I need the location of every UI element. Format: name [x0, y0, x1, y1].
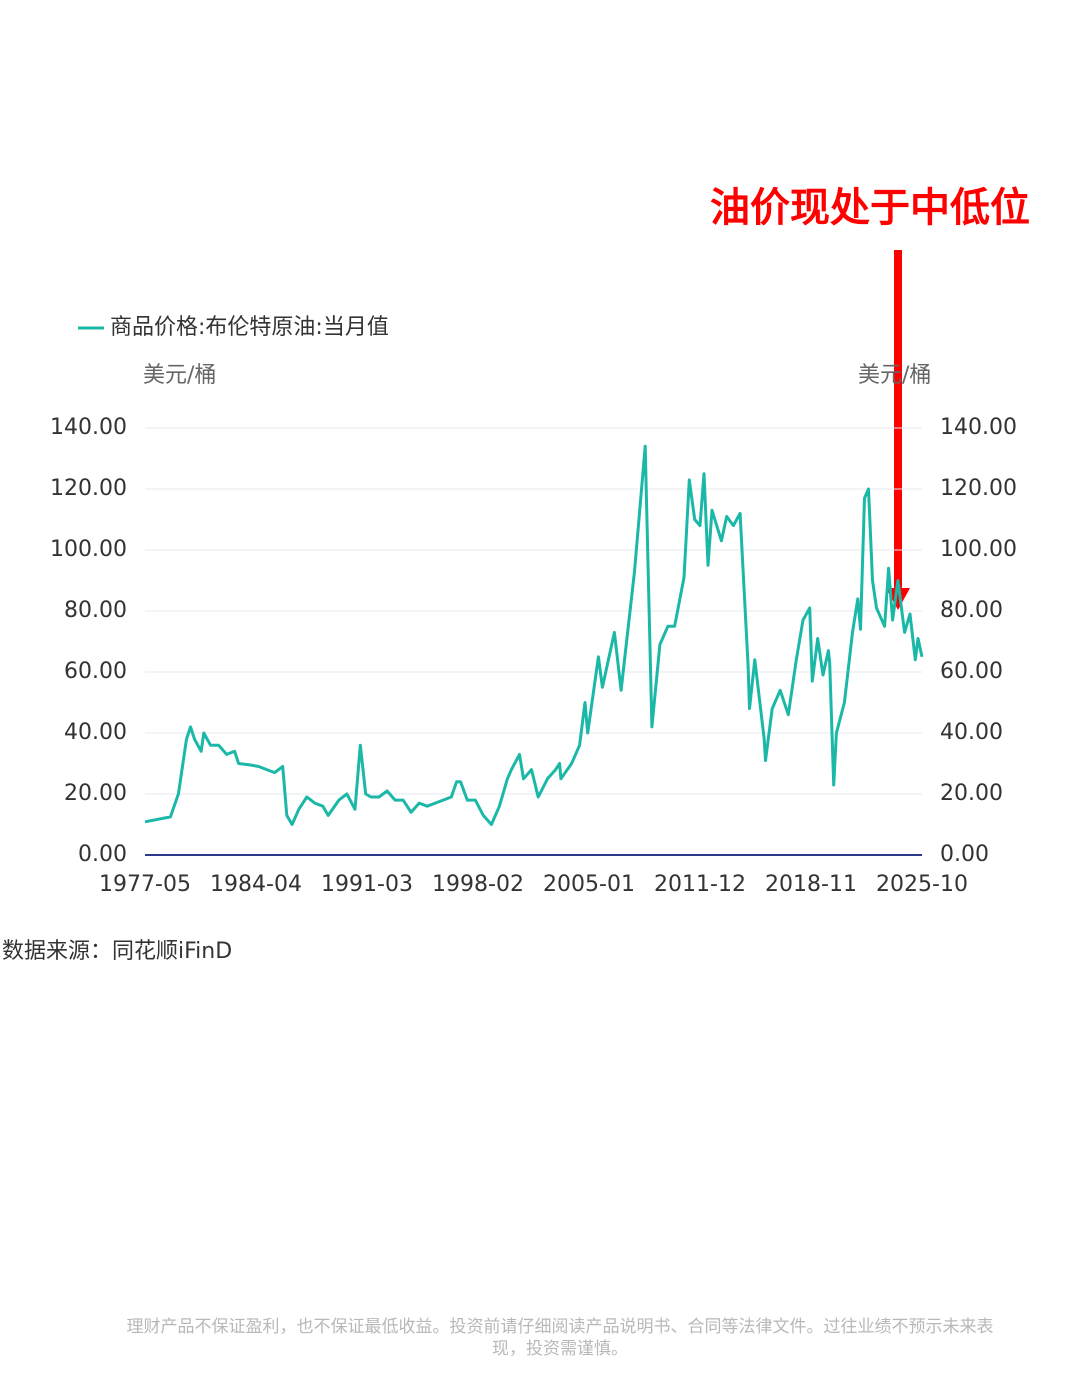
y-tick-label: 20.00 — [64, 781, 127, 806]
disclaimer: 理财产品不保证盈利，也不保证最低收益。投资前请仔细阅读产品说明书、合同等法律文件… — [126, 1317, 994, 1359]
y-tick-label: 80.00 — [64, 598, 127, 623]
y-tick-label: 120.00 — [50, 476, 127, 501]
x-tick-label: 2005-01 — [543, 872, 635, 897]
y-axis-label: 美元/桶 — [143, 363, 216, 388]
y2-axis-label: 美元/桶 — [858, 363, 931, 388]
y-tick-label: 60.00 — [64, 659, 127, 684]
source: 数据来源：同花顺iFinD — [2, 939, 232, 964]
y-tick-label: 140.00 — [50, 415, 127, 440]
x-tick-label: 1977-05 — [99, 872, 191, 897]
legend-label: 商品价格:布伦特原油:当月值 — [110, 315, 389, 340]
x-tick-label: 2025-10 — [876, 872, 968, 897]
y-tick-label: 100.00 — [50, 537, 127, 562]
line-series — [144, 444, 924, 826]
annotation: 油价现处于中低位 — [710, 185, 1030, 231]
y-tick-label: 40.00 — [64, 720, 127, 745]
x-tick-label: 1991-03 — [321, 872, 413, 897]
y2-tick-label: 80.00 — [940, 598, 1003, 623]
x-tick-label: 1998-02 — [432, 872, 524, 897]
y2-tick-label: 60.00 — [940, 659, 1003, 684]
y2-tick-label: 40.00 — [940, 720, 1003, 745]
y2-tick-label: 20.00 — [940, 781, 1003, 806]
y2-tick-label: 140.00 — [940, 415, 1017, 440]
y2-tick-label: 120.00 — [940, 476, 1017, 501]
x-tick-label: 2018-11 — [765, 872, 857, 897]
y2-tick-label: 0.00 — [940, 842, 989, 867]
x-tick-label: 2011-12 — [654, 872, 746, 897]
x-tick-label: 1984-04 — [210, 872, 302, 897]
y-tick-label: 0.00 — [78, 842, 127, 867]
y2-tick-label: 100.00 — [940, 537, 1017, 562]
